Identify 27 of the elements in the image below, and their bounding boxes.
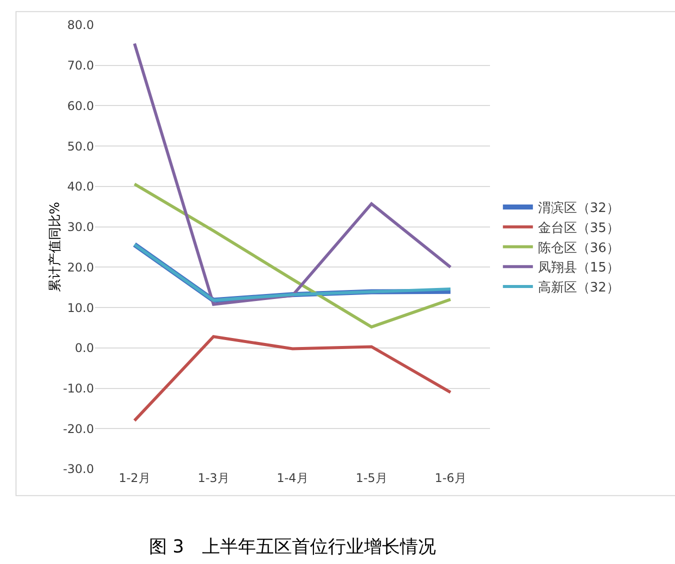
y-tick-label: 30.0 — [67, 220, 94, 234]
x-tick-label: 1-5月 — [356, 471, 388, 485]
y-tick-label: 10.0 — [67, 300, 94, 315]
legend-label: 高新区（32） — [538, 280, 620, 296]
legend-label: 陈仓区（36） — [538, 240, 620, 256]
text: 图 3 上半年五区首位行业增长情况 — [148, 536, 436, 558]
y-tick-label: 0.0 — [74, 341, 94, 356]
line-series — [133, 42, 452, 306]
legend-label: 凤翔县（15） — [538, 260, 620, 276]
y-tick-label: -20.0 — [62, 422, 94, 436]
x-tick-label: 1-4月 — [276, 471, 308, 485]
y-tick-label: 70.0 — [67, 58, 94, 73]
y-tick-label: 50.0 — [67, 139, 94, 154]
line-series — [133, 335, 452, 422]
y-tick-label: 20.0 — [67, 260, 94, 274]
legend-label: 金台区（35） — [538, 220, 620, 236]
x-tick-label: 1-3月 — [198, 471, 230, 485]
x-tick-label: 1-2月 — [118, 471, 150, 485]
line-series — [133, 182, 452, 328]
legend-label: 渭滨区（32） — [538, 200, 620, 216]
y-tick-label: -10.0 — [62, 381, 94, 396]
x-tick-label: 1-6月 — [434, 471, 466, 485]
y-tick-label: -30.0 — [62, 462, 94, 476]
y-tick-label: 40.0 — [67, 180, 94, 194]
y-tick-label: 80.0 — [67, 18, 94, 32]
y-tick-label: 60.0 — [67, 98, 94, 113]
y-axis-title: 累计产值同比% — [48, 202, 63, 292]
